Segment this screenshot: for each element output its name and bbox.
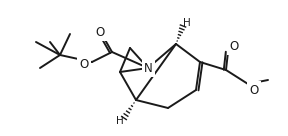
Text: H: H xyxy=(183,18,191,28)
Text: O: O xyxy=(79,58,89,70)
Text: O: O xyxy=(249,84,259,97)
Text: H: H xyxy=(116,116,124,126)
Text: N: N xyxy=(144,61,152,75)
Text: O: O xyxy=(229,39,239,52)
Text: O: O xyxy=(95,26,105,38)
